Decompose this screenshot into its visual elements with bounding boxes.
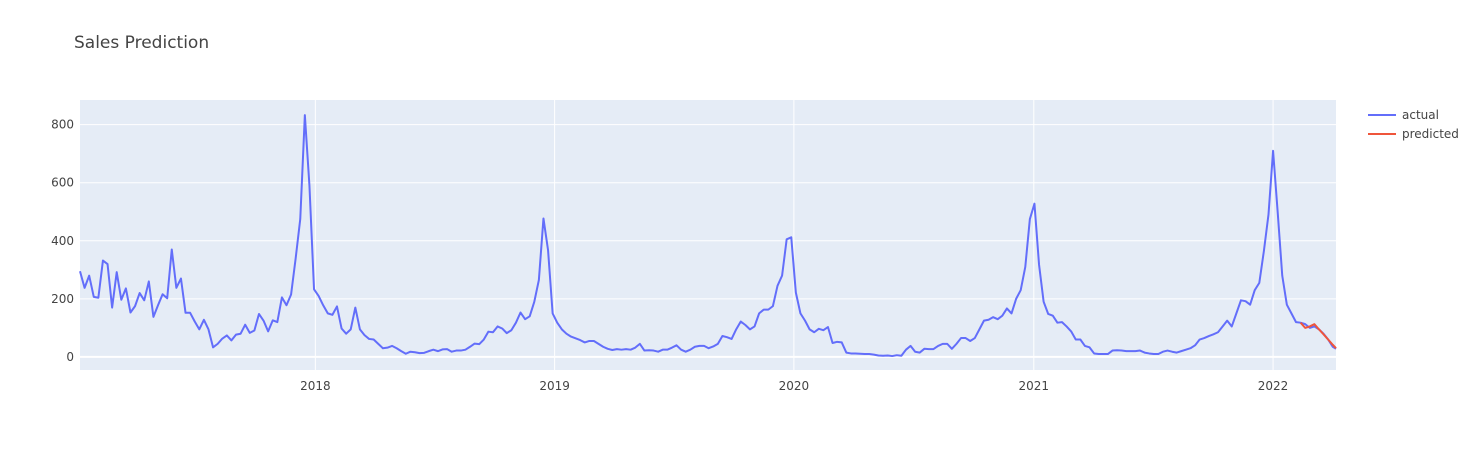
x-tick-label: 2020 — [779, 379, 810, 393]
x-tick-label: 2021 — [1019, 379, 1050, 393]
legend-item-actual[interactable]: actual — [1368, 108, 1439, 122]
y-tick-label: 800 — [51, 118, 74, 132]
series-line-predicted[interactable] — [1299, 322, 1337, 349]
x-tick-label: 2022 — [1258, 379, 1289, 393]
y-tick-label: 0 — [66, 350, 74, 364]
y-tick-label: 600 — [51, 176, 74, 190]
legend-item-predicted[interactable]: predicted — [1368, 127, 1459, 141]
x-gridlines — [314, 100, 1274, 370]
legend-label: predicted — [1402, 127, 1459, 141]
y-axis: 0 200 400 600 800 — [51, 118, 74, 364]
legend[interactable]: actual predicted — [1368, 108, 1459, 141]
legend-label: actual — [1402, 108, 1439, 122]
y-tick-label: 400 — [51, 234, 74, 248]
chart-title: Sales Prediction — [74, 33, 210, 53]
plot-area[interactable] — [80, 100, 1336, 370]
x-tick-label: 2018 — [300, 379, 331, 393]
x-axis: 2018 2019 2020 2021 2022 — [300, 379, 1288, 393]
series-lines — [79, 114, 1337, 358]
x-tick-label: 2019 — [539, 379, 570, 393]
y-tick-label: 200 — [51, 292, 74, 306]
series-line-actual[interactable] — [79, 114, 1337, 358]
